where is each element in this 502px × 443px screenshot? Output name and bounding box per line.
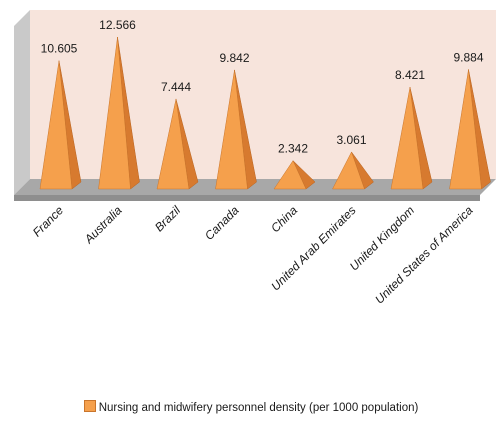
pyramid-bar [390, 87, 433, 190]
value-label: 3.061 [336, 133, 366, 147]
category-label: China [268, 203, 300, 235]
pyramid-front-face [273, 160, 307, 190]
pyramid-front-face [390, 87, 424, 190]
value-label-layer: 10.605 12.566 7.444 9.842 2.342 3.061 8.421 9.8… [41, 18, 484, 156]
pyramid-front-face [39, 60, 73, 190]
value-label: 12.566 [99, 18, 136, 32]
value-label: 8.421 [395, 68, 425, 82]
back-wall [30, 10, 496, 179]
legend-label: Nursing and midwifery personnel density … [98, 402, 419, 414]
pyramid-front-face [332, 151, 365, 190]
side-wall [14, 10, 30, 195]
pyramid-bar [273, 160, 316, 190]
pyramid-front-face [98, 36, 131, 190]
legend-swatch [83, 400, 96, 412]
pyramid-bar [449, 69, 491, 190]
pyramid-layer [39, 36, 491, 190]
legend: Nursing and midwifery personnel density … [0, 400, 502, 414]
value-label: 9.842 [219, 51, 249, 65]
pyramid-bar [215, 69, 257, 190]
pyramid-bar [332, 151, 374, 190]
value-label: 2.342 [278, 142, 308, 156]
pyramid-front-face [156, 98, 190, 190]
pyramid-front-face [449, 69, 482, 190]
category-label: Australia [81, 203, 125, 247]
pyramid-bar [156, 98, 199, 190]
category-label: Brazil [152, 203, 183, 234]
category-label: France [30, 203, 67, 240]
value-label: 7.444 [161, 80, 191, 94]
pyramid-front-face [215, 69, 248, 190]
category-label: Canada [202, 203, 242, 243]
value-label: 9.884 [453, 50, 483, 64]
pyramid-bar [98, 36, 140, 190]
chart-walls [14, 10, 496, 201]
value-label: 10.605 [41, 42, 78, 56]
pyramid-bar [39, 60, 82, 190]
floor-edge [14, 195, 480, 201]
category-label: United States of America [372, 203, 476, 307]
